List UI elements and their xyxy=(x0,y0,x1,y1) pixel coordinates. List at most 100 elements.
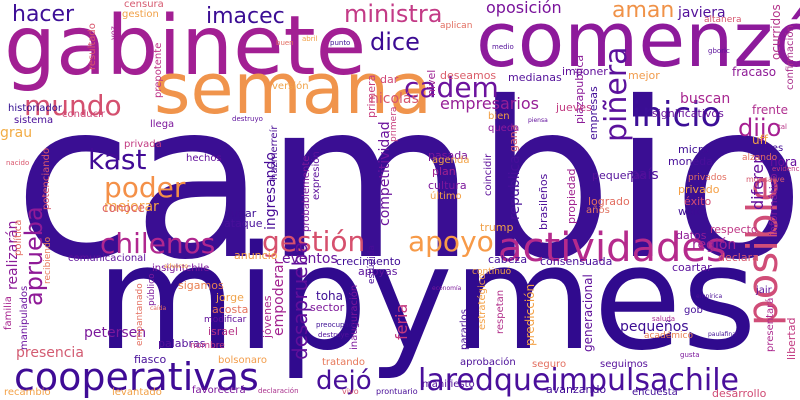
word-anuncio: anunció xyxy=(234,249,278,262)
word-alzando: alzando xyxy=(742,153,778,163)
word-israel: israel xyxy=(208,325,238,338)
word-recambio: recambio xyxy=(4,387,51,398)
word-paulafinal: paulafinal xyxy=(708,331,738,338)
word-plan: plan xyxy=(432,165,456,178)
word-semana: semana xyxy=(154,48,432,130)
word-gob: gob xyxy=(684,305,703,316)
word-inauguracion: inauguración xyxy=(349,284,360,350)
word-llega: llega xyxy=(150,119,175,130)
word-grau: grau xyxy=(0,125,33,141)
word-bolsonaro: bolsonaro xyxy=(218,355,268,366)
word-javiera: javiera xyxy=(678,5,726,21)
word-estupida: estúpida xyxy=(367,245,377,284)
word-mejor: mejor xyxy=(628,69,660,82)
word-fiasco: fiasco xyxy=(134,353,167,366)
word-sigamos: sigamos xyxy=(178,279,224,292)
word-gestion: gestión xyxy=(262,225,366,258)
word-brasilenos: brasileños xyxy=(537,173,550,230)
word-desarrollo: desarrollo xyxy=(712,387,767,400)
word-privados: privados xyxy=(688,173,727,183)
word-hacer: hacer xyxy=(12,2,75,27)
word-medianas: medianas xyxy=(508,71,562,84)
word-dar: dar xyxy=(380,73,399,86)
word-economia: economía xyxy=(432,285,462,292)
word-nivel: nivel xyxy=(425,69,438,96)
word-prepotente: prepotente xyxy=(153,42,164,98)
word-destruyo: destruyo xyxy=(232,115,263,123)
word-palabras: palabras xyxy=(158,337,206,350)
word-poder: poder xyxy=(104,171,186,204)
word-trump: trump xyxy=(480,221,514,234)
word-manipulados: manipulados xyxy=(19,285,30,350)
word-hechos: hechos xyxy=(186,153,222,164)
word-tal: tal xyxy=(778,123,787,131)
word-deseamos: deseamos xyxy=(440,69,497,82)
word-uff: uff xyxy=(752,133,768,147)
word-datos: datos xyxy=(676,229,707,242)
word-fracaso: fracaso xyxy=(732,65,777,79)
word-actividades: actividades xyxy=(498,225,727,271)
word-empantanado: empantanado xyxy=(135,283,145,346)
word-inicio: inicio xyxy=(632,95,722,135)
word-cadem: cadem xyxy=(404,71,499,104)
word-empresarios: empresarios xyxy=(440,94,539,113)
word-prediccion: predicción xyxy=(523,283,537,346)
word-conoce: conoce xyxy=(102,201,145,215)
word-republica: republica xyxy=(507,155,523,220)
word-saluda: saluda xyxy=(652,315,676,323)
word-frente: frente xyxy=(752,103,788,117)
word-conducir: conducir xyxy=(62,109,106,120)
word-empoderar: empoderar xyxy=(271,258,287,336)
word-buscan: buscan xyxy=(680,91,731,107)
word-abril: abril xyxy=(302,35,318,43)
word-vivo: vivo xyxy=(342,387,359,396)
word-consensuada: consensuada xyxy=(540,255,613,268)
word-avanzando: avanzando xyxy=(546,383,607,396)
word-agenda: agenda xyxy=(432,155,470,166)
word-gestion2: gestion xyxy=(122,9,159,20)
word-aman: aman xyxy=(612,0,675,23)
word-ataque: ataque xyxy=(224,217,263,230)
word-piensa: piensa xyxy=(528,117,548,124)
word-resultado: resultado xyxy=(87,23,98,70)
word-encuesta: encuesta xyxy=(632,387,678,398)
word-adverso: adverso xyxy=(164,263,188,270)
word-dijo: dijo xyxy=(738,114,782,142)
word-cambio: cambio xyxy=(14,56,800,307)
word-medio: medio xyxy=(492,43,514,51)
word-jorge: jorge xyxy=(216,291,244,304)
word-apoyas: apoyas xyxy=(358,265,398,278)
word-evidencia: evidencia xyxy=(772,165,800,173)
word-laredqueimpulsachile: laredqueimpulsachile xyxy=(418,363,740,398)
word-mipymes: mipymes xyxy=(96,214,757,382)
word-politica: política xyxy=(13,219,24,256)
word-jovenes: jóvenes xyxy=(261,295,274,338)
word-potenciando: potenciando xyxy=(41,147,52,210)
word-eventos: eventos xyxy=(282,251,338,267)
word-preocupado: preocupado xyxy=(316,321,358,329)
word-sistema: sistema xyxy=(14,115,54,126)
word-jair: jair xyxy=(756,285,772,296)
word-punto: punto xyxy=(330,39,351,47)
word-anos: años xyxy=(586,205,610,216)
word-mejorar: mejorar xyxy=(104,199,159,215)
word-buen: buen xyxy=(276,39,294,47)
word-propiedad: propiedad xyxy=(565,168,578,224)
word-version: versión xyxy=(272,81,309,92)
word-micro: micro xyxy=(678,143,709,156)
word-nacido: nacido xyxy=(6,159,30,167)
word-gusta: gusta xyxy=(680,351,700,359)
word-generacional: generacional xyxy=(581,274,595,352)
word-coartar: coartar xyxy=(672,261,712,274)
word-pararlos: pararlos xyxy=(459,309,470,350)
word-imacec: imacec xyxy=(206,4,285,29)
word-monsalve: monsalve xyxy=(746,175,785,184)
word-pequenos: pequeños xyxy=(620,319,689,335)
word-apoyo: apoyo xyxy=(408,225,494,258)
word-seguimos: seguimos xyxy=(600,359,648,370)
word-comunicacional: comunicacional xyxy=(68,253,147,264)
word-recibiendo: recibiendo xyxy=(43,236,53,284)
word-exito: éxito xyxy=(684,195,712,208)
word-cabeza: cabeza xyxy=(488,253,528,266)
word-declaracion: declaración xyxy=(258,387,299,395)
